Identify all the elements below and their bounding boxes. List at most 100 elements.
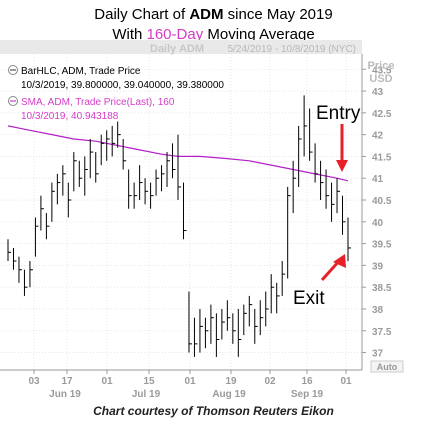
price-bar [7,239,11,262]
price-bar [73,152,77,192]
price-bar [111,125,116,157]
price-bar [122,138,127,170]
y-tick-label: 43.5 [372,65,392,76]
price-bar [133,182,138,209]
price-bar [221,308,225,340]
y-tick-label: 40.5 [372,196,392,207]
entry-label: Entry [316,103,361,124]
watermark-label: Daily ADM [150,43,204,55]
x-day-label: 17 [61,376,73,387]
title-line-2: With 160-Day Moving Average [0,25,427,45]
price-bar [155,169,160,196]
x-axis: 03 17 01 15 01 19 02 16 01 Jun 19 Jul 19 Aug 19 Sep … [28,370,352,400]
price-bar [298,125,302,187]
x-month-label: Jul 19 [132,389,161,400]
price-bar [254,308,258,344]
price-bar [303,95,308,157]
price-bar [347,217,351,262]
price-bar [29,261,33,288]
subtitle-suffix: Moving Average [203,26,315,43]
price-bar [265,291,269,327]
y-tick-label: 38.5 [372,283,392,294]
y-tick-label: 38 [372,305,384,316]
x-day-label: 02 [264,376,276,387]
y-tick-label: 41 [372,174,384,185]
y-tick-label: 39.5 [372,240,392,251]
price-bar [210,304,214,344]
y-tick-label: 37.5 [372,327,392,338]
price-bar [331,182,335,222]
price-bar [237,308,242,357]
price-bar [320,160,324,201]
x-day-label: 01 [101,376,113,387]
sma-legend-icon[interactable] [8,96,18,106]
price-bar [106,130,110,161]
axis-title-usd: USD [369,73,392,85]
price-bar [292,160,297,214]
x-day-label: 01 [340,376,352,387]
date-range-label: 5/24/2019 - 10/8/2019 (NYC) [228,44,356,55]
y-tick-label: 42 [372,131,384,142]
price-bar [232,313,236,344]
price-bar [248,295,253,327]
price-bar [150,182,154,209]
price-bar [259,300,264,336]
y-tick-label: 43 [372,87,384,98]
price-bar [128,169,132,209]
price-bar [117,121,121,148]
price-bar [193,317,198,357]
price-bar [182,182,187,240]
price-bar [281,261,286,296]
price-bar [95,152,99,183]
x-month-label: Sep 19 [291,389,324,400]
price-bar [62,165,66,196]
price-bar [177,134,181,201]
x-day-label: 16 [301,376,313,387]
price-bar [89,138,94,179]
price-bar [100,134,105,166]
price-bar [51,182,55,222]
legend: BarHLC, ADM, Trade Price 10/3/2019, 39.8… [8,65,224,122]
exit-annotation: Exit [293,254,346,309]
price-bar [78,160,83,187]
legend-bars-values: 10/3/2019, 39.800000, 39.040000, 39.3800… [21,80,224,91]
price-bar [336,178,341,214]
x-day-label: 15 [143,376,155,387]
price-bar [144,178,149,205]
axis-title-price: Price [368,60,395,72]
price-bar [314,143,319,183]
price-bar [287,186,291,279]
price-bar [188,291,192,353]
legend-sma-label: SMA, ADM, Trade Price(Last), 160 [21,97,175,108]
y-tick-label: 41.5 [372,152,392,163]
price-bar [226,300,231,331]
price-bar [342,195,346,235]
price-bar [67,182,72,218]
price-bar [166,152,171,187]
entry-arrow-icon [336,160,348,172]
price-bar [18,256,22,283]
exit-arrow-icon [333,254,346,268]
chart-background [0,40,427,402]
price-bar [12,247,17,270]
title-prefix: Daily Chart of [94,6,190,23]
price-bar [270,274,275,314]
y-tick-label: 42.5 [372,109,392,120]
price-bar [243,304,247,336]
y-tick-label: 40 [372,218,384,229]
x-day-label: 01 [184,376,196,387]
legend-sma-values: 10/3/2019, 40.943188 [21,111,119,122]
price-bar [23,269,28,296]
price-bar [84,156,88,196]
price-bar [56,173,61,205]
title-suffix: since May 2019 [223,6,333,23]
bar-legend-icon[interactable] [8,65,18,75]
subtitle-highlight: 160-Day [146,26,204,43]
chart-title: Daily Chart of ADM since May 2019 With 1… [0,5,427,45]
title-ticker: ADM [189,6,224,23]
auto-scale-button[interactable] [370,360,404,373]
price-bar [204,317,209,349]
price-bar [172,143,176,179]
price-bar [161,165,165,192]
